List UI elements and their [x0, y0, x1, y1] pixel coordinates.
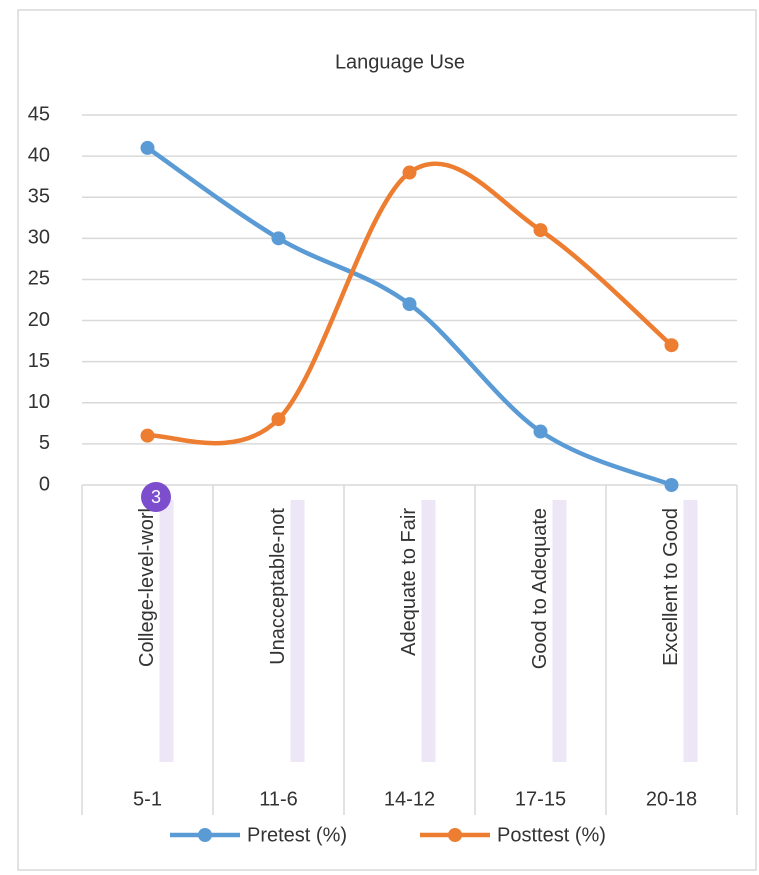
- legend-marker: [448, 828, 462, 842]
- label-highlight: [683, 500, 698, 762]
- y-tick-label: 30: [28, 227, 50, 249]
- label-highlight: [421, 500, 436, 762]
- x-tick-label: 11-6: [259, 788, 298, 810]
- badge: [141, 482, 171, 512]
- x-tick-label: 14-12: [384, 788, 435, 810]
- x-sublabel: Excellent to Good: [660, 508, 682, 666]
- point: [664, 338, 679, 353]
- legend-label: Pretest (%): [247, 824, 347, 846]
- point: [533, 424, 548, 439]
- x-sublabel: Adequate to Fair: [398, 508, 420, 656]
- y-tick-label: 10: [28, 391, 50, 413]
- point: [140, 140, 155, 155]
- x-sublabel: College-level-worl: [136, 508, 158, 667]
- point: [402, 165, 417, 180]
- legend-marker: [198, 828, 212, 842]
- label-highlight: [552, 500, 567, 762]
- y-tick-label: 0: [39, 473, 50, 495]
- point: [664, 478, 679, 492]
- y-tick-label: 45: [28, 103, 50, 125]
- label-highlight: [159, 500, 174, 762]
- x-tick-label: 17-15: [515, 788, 566, 810]
- x-tick-label: 5-1: [133, 788, 162, 810]
- chart-frame: [17, 9, 757, 871]
- y-tick-label: 35: [28, 186, 50, 208]
- x-tick-label: 20-18: [646, 788, 697, 810]
- y-tick-label: 5: [39, 432, 50, 454]
- chart-title: Language Use: [335, 51, 465, 73]
- x-sublabel: Good to Adequate: [529, 508, 551, 669]
- point: [533, 223, 548, 238]
- legend-label: Posttest (%): [497, 824, 606, 846]
- y-tick-label: 25: [28, 268, 50, 290]
- x-sublabel: Unacceptable-not: [267, 508, 289, 665]
- label-highlight: [290, 500, 305, 762]
- y-tick-label: 20: [28, 309, 50, 331]
- y-tick-label: 40: [28, 144, 50, 166]
- point: [140, 428, 155, 443]
- point: [271, 231, 286, 246]
- point: [402, 297, 417, 312]
- point: [271, 412, 286, 427]
- badge-label: 3: [151, 487, 161, 507]
- y-tick-label: 15: [28, 350, 50, 372]
